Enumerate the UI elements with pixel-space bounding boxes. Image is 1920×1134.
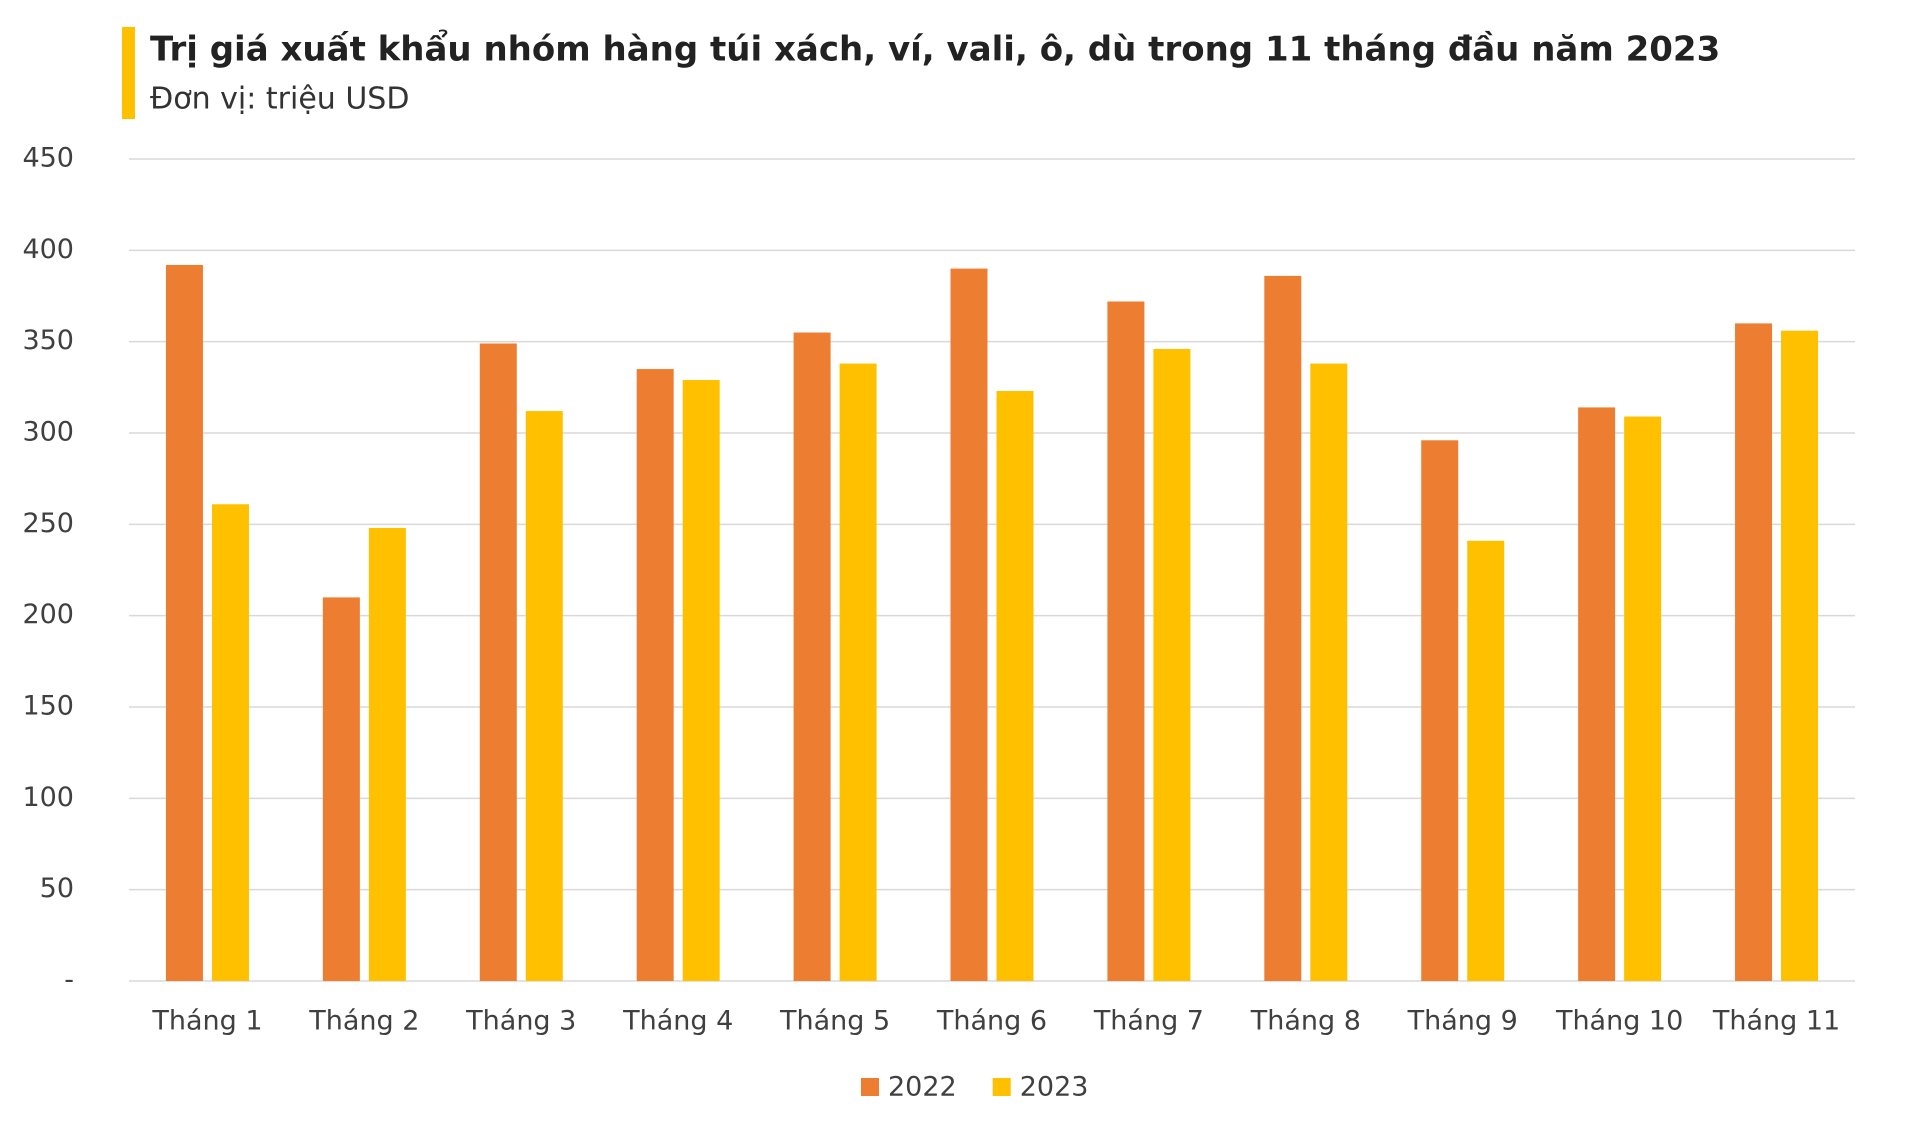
bar — [1310, 363, 1348, 981]
y-tick-label: 400 — [22, 234, 74, 265]
x-tick-label: Tháng 9 — [1407, 1006, 1518, 1037]
x-tick-label: Tháng 5 — [779, 1006, 890, 1037]
x-tick-label: Tháng 3 — [465, 1006, 576, 1037]
bar — [479, 343, 517, 981]
legend-swatch — [992, 1078, 1011, 1096]
y-tick-label: 300 — [22, 417, 74, 448]
legend-swatch — [861, 1078, 879, 1096]
bar — [1781, 330, 1819, 981]
bar — [1578, 407, 1616, 982]
bar — [793, 332, 831, 981]
bar — [636, 369, 674, 982]
bar — [165, 264, 203, 981]
x-tick-label: Tháng 1 — [151, 1006, 262, 1037]
y-tick-label: 150 — [22, 691, 74, 722]
x-tick-label: Tháng 8 — [1250, 1006, 1361, 1037]
x-tick-label: Tháng 11 — [1712, 1006, 1840, 1037]
y-tick-label: 200 — [22, 599, 74, 630]
bar — [211, 504, 249, 981]
y-tick-label: - — [64, 965, 74, 996]
bar — [996, 390, 1034, 981]
x-tick-label: Tháng 10 — [1555, 1006, 1683, 1037]
bar — [682, 380, 720, 981]
y-tick-label: 450 — [22, 143, 74, 174]
bar — [1624, 416, 1662, 981]
y-tick-label: 250 — [22, 508, 74, 539]
bar — [950, 268, 988, 982]
legend-label: 2022 — [888, 1072, 957, 1103]
bar — [1153, 348, 1191, 981]
x-tick-label: Tháng 2 — [308, 1006, 419, 1037]
chart-title: Trị giá xuất khẩu nhóm hàng túi xách, ví… — [150, 29, 1720, 70]
x-tick-label: Tháng 7 — [1093, 1006, 1204, 1037]
y-tick-label: 100 — [22, 782, 74, 813]
bar — [1467, 540, 1505, 981]
bar — [839, 363, 877, 981]
x-tick-label: Tháng 6 — [936, 1006, 1047, 1037]
bar — [322, 597, 360, 981]
bar — [1735, 323, 1773, 981]
chart-subtitle: Đơn vị: triệu USD — [150, 82, 409, 117]
bar — [1421, 440, 1459, 982]
bar — [1264, 275, 1302, 981]
bar — [1107, 301, 1145, 982]
title-accent — [122, 27, 135, 119]
y-tick-label: 350 — [22, 325, 74, 356]
x-tick-label: Tháng 4 — [622, 1006, 733, 1037]
legend-label: 2023 — [1020, 1072, 1089, 1103]
bar — [525, 411, 563, 982]
y-tick-label: 50 — [40, 873, 74, 904]
bar — [368, 527, 406, 981]
